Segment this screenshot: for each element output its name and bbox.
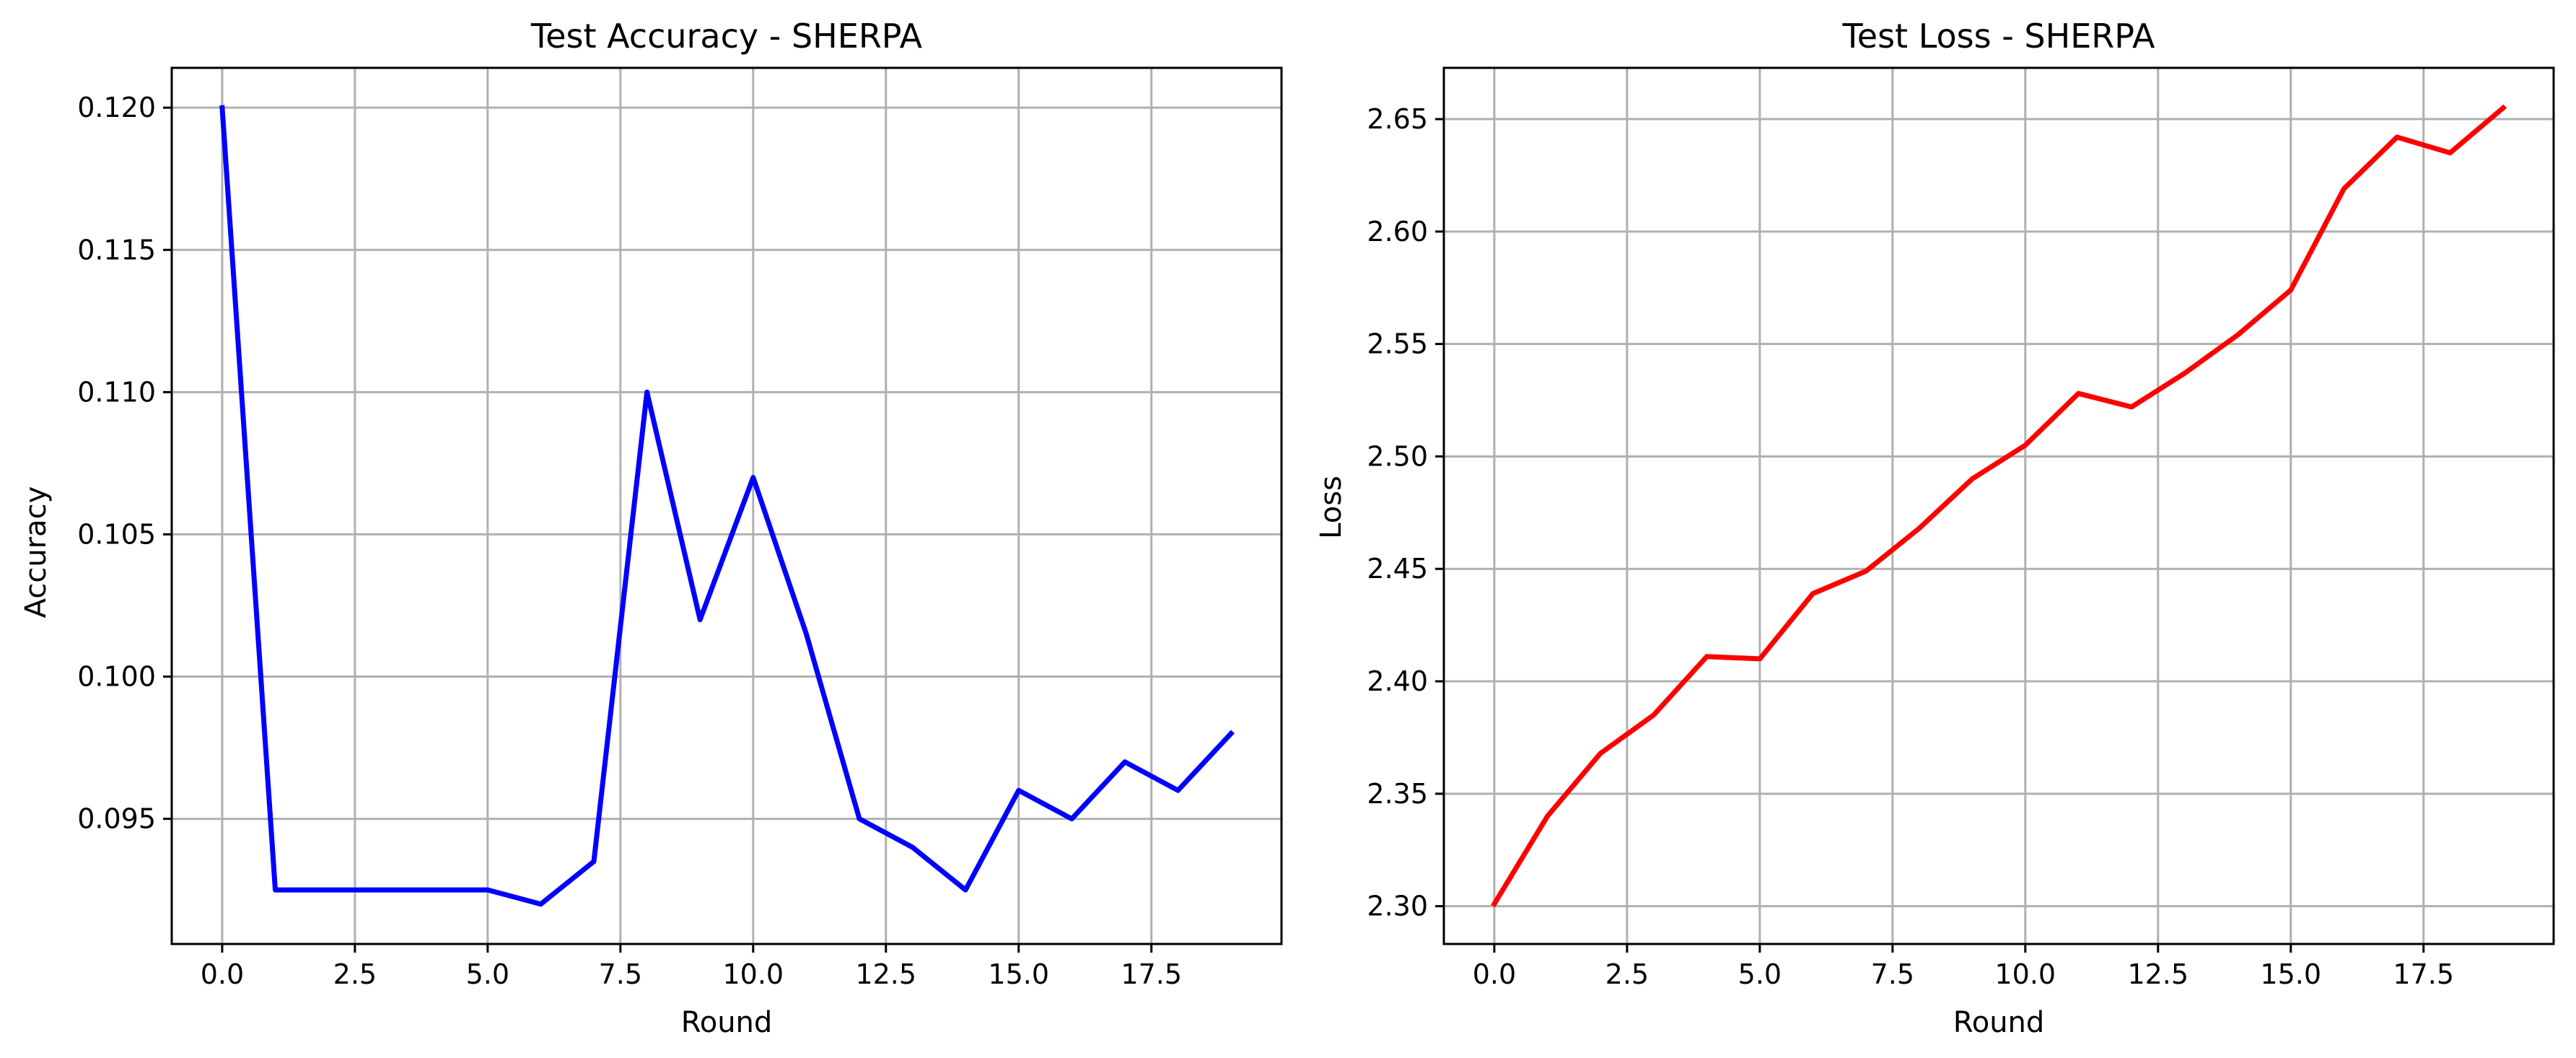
loss-chart-panel: Test Loss - SHERPA Round Loss 0.0 2.5 5.0 7… [1315, 17, 2555, 1039]
accuracy-x-axis-label: Round [681, 1006, 773, 1039]
accuracy-y-axis-label: Accuracy [19, 486, 53, 618]
accuracy-chart-title: Test Accuracy - SHERPA [530, 17, 923, 56]
loss-x-tick-label: 17.5 [2393, 958, 2454, 990]
loss-x-tick-label: 5.0 [1738, 958, 1782, 990]
accuracy-x-tick-label: 5.0 [466, 958, 509, 990]
loss-y-tick-label: 2.40 [1367, 665, 1428, 697]
accuracy-series-line [219, 105, 1235, 907]
accuracy-chart-panel: Test Accuracy - SHERPA Round Accuracy 0.… [19, 17, 1283, 1039]
loss-x-tick-label: 7.5 [1871, 958, 1914, 990]
loss-x-tick-label: 0.0 [1473, 958, 1516, 990]
accuracy-y-tick-label: 0.105 [77, 518, 156, 550]
loss-y-tick-label: 2.45 [1367, 553, 1428, 585]
accuracy-x-tick-label: 17.5 [1121, 958, 1182, 990]
loss-x-tick-label: 12.5 [2127, 958, 2189, 990]
accuracy-x-tick-label: 7.5 [599, 958, 642, 990]
accuracy-x-tick-label: 2.5 [333, 958, 377, 990]
accuracy-x-tick-label: 12.5 [855, 958, 916, 990]
loss-chart-title: Test Loss - SHERPA [1841, 17, 2155, 56]
loss-x-tick-label: 10.0 [1994, 958, 2056, 990]
loss-y-tick-label: 2.55 [1367, 328, 1428, 360]
accuracy-y-tick-label: 0.110 [77, 376, 156, 408]
loss-y-tick-label: 2.30 [1367, 891, 1428, 922]
accuracy-y-tick-label: 0.115 [77, 234, 156, 266]
accuracy-y-tick-label: 0.120 [77, 92, 156, 123]
loss-x-tick-label: 15.0 [2260, 958, 2321, 990]
accuracy-y-tick-label: 0.100 [77, 660, 156, 692]
accuracy-x-tick-label: 10.0 [722, 958, 784, 990]
accuracy-x-tick-label: 0.0 [201, 958, 244, 990]
loss-plot-frame [1442, 66, 2555, 945]
accuracy-plot-frame [170, 66, 1283, 945]
loss-y-tick-label: 2.60 [1367, 216, 1428, 248]
loss-y-tick-label: 2.35 [1367, 778, 1428, 810]
loss-x-tick-label: 2.5 [1605, 958, 1649, 990]
loss-y-axis-label: Loss [1315, 476, 1348, 539]
loss-y-tick-label: 2.65 [1367, 103, 1428, 135]
loss-y-tick-label: 2.50 [1367, 440, 1428, 472]
accuracy-y-tick-label: 0.095 [77, 803, 156, 835]
loss-x-axis-label: Round [1953, 1006, 2045, 1039]
loss-series-line [1491, 104, 2507, 908]
accuracy-x-tick-label: 15.0 [988, 958, 1049, 990]
